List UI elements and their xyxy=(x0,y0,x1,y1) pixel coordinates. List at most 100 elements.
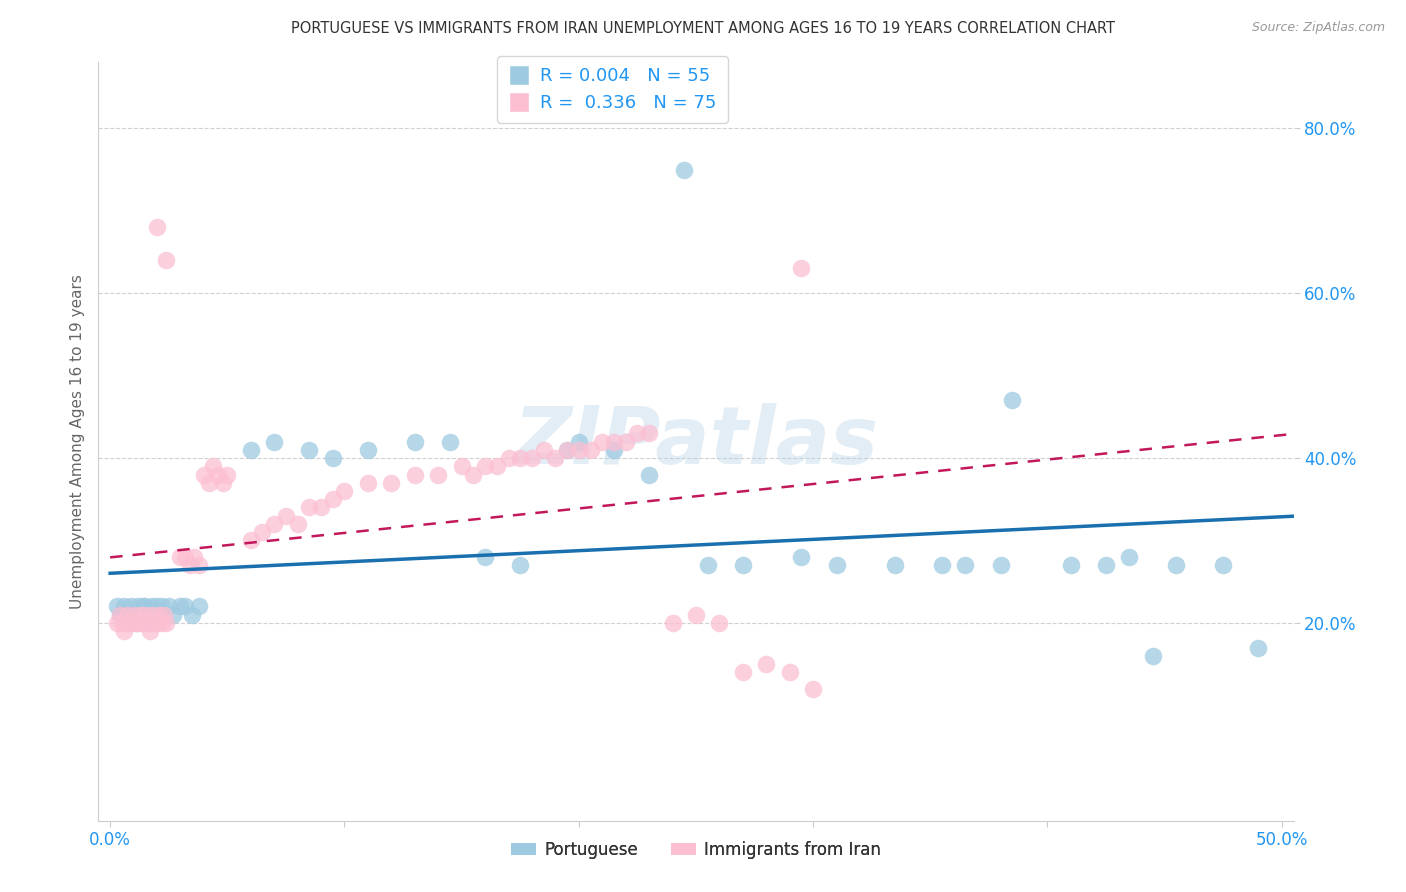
Point xyxy=(169,599,191,614)
Point xyxy=(136,607,159,622)
Point xyxy=(120,599,142,614)
Point xyxy=(638,467,661,482)
Point xyxy=(183,549,205,564)
Point xyxy=(603,442,626,457)
Point xyxy=(474,549,496,564)
Point xyxy=(298,500,321,515)
Point xyxy=(141,599,163,614)
Point xyxy=(120,615,142,630)
Point xyxy=(357,442,380,457)
Point xyxy=(202,459,225,474)
Point xyxy=(188,599,211,614)
Point xyxy=(143,615,166,630)
Point xyxy=(188,558,211,573)
Point xyxy=(427,467,450,482)
Point xyxy=(638,426,661,441)
Point xyxy=(217,467,239,482)
Legend: Portuguese, Immigrants from Iran: Portuguese, Immigrants from Iran xyxy=(503,834,889,865)
Point xyxy=(626,426,648,441)
Text: ZIPatlas: ZIPatlas xyxy=(513,402,879,481)
Point xyxy=(108,607,131,622)
Point xyxy=(174,549,197,564)
Point xyxy=(333,483,356,498)
Point xyxy=(1118,549,1140,564)
Point xyxy=(155,615,177,630)
Point xyxy=(790,261,813,276)
Y-axis label: Unemployment Among Ages 16 to 19 years: Unemployment Among Ages 16 to 19 years xyxy=(69,274,84,609)
Point xyxy=(134,599,156,614)
Point xyxy=(132,615,155,630)
Point xyxy=(207,467,229,482)
Point xyxy=(108,607,131,622)
Point xyxy=(603,434,626,449)
Point xyxy=(263,516,285,531)
Point xyxy=(139,624,162,639)
Point xyxy=(136,615,159,630)
Point xyxy=(146,599,169,614)
Point xyxy=(132,599,155,614)
Text: Source: ZipAtlas.com: Source: ZipAtlas.com xyxy=(1251,21,1385,34)
Point xyxy=(141,607,163,622)
Point xyxy=(118,607,141,622)
Point xyxy=(509,558,531,573)
Point xyxy=(127,615,149,630)
Point xyxy=(696,558,718,573)
Point xyxy=(555,442,578,457)
Point xyxy=(197,475,219,490)
Point xyxy=(150,599,173,614)
Point xyxy=(661,615,683,630)
Point xyxy=(1166,558,1188,573)
Point xyxy=(439,434,461,449)
Point xyxy=(404,434,426,449)
Point xyxy=(118,615,141,630)
Point xyxy=(1001,393,1024,408)
Point xyxy=(498,450,520,465)
Point xyxy=(474,459,496,474)
Point xyxy=(239,533,262,548)
Point xyxy=(122,607,145,622)
Point xyxy=(1212,558,1234,573)
Point xyxy=(685,607,707,622)
Point xyxy=(931,558,953,573)
Point xyxy=(174,599,197,614)
Point xyxy=(125,615,148,630)
Point xyxy=(150,615,173,630)
Point xyxy=(143,607,166,622)
Point xyxy=(169,549,191,564)
Point xyxy=(709,615,731,630)
Point xyxy=(591,434,613,449)
Point xyxy=(122,607,145,622)
Point xyxy=(322,450,344,465)
Point xyxy=(155,253,177,268)
Point xyxy=(673,162,696,177)
Point xyxy=(825,558,848,573)
Point xyxy=(555,442,578,457)
Point xyxy=(380,475,402,490)
Point xyxy=(105,599,128,614)
Point xyxy=(129,607,152,622)
Point xyxy=(404,467,426,482)
Point xyxy=(134,607,156,622)
Point xyxy=(148,607,170,622)
Point xyxy=(801,681,824,696)
Point xyxy=(146,615,169,630)
Point xyxy=(755,657,778,671)
Point xyxy=(239,442,262,457)
Point xyxy=(146,220,169,235)
Point xyxy=(955,558,977,573)
Point xyxy=(111,607,134,622)
Point xyxy=(162,607,184,622)
Point xyxy=(112,599,135,614)
Point xyxy=(181,607,204,622)
Point xyxy=(1247,640,1270,655)
Point xyxy=(568,434,591,449)
Point xyxy=(614,434,637,449)
Point xyxy=(211,475,233,490)
Point xyxy=(731,665,754,680)
Point xyxy=(287,516,309,531)
Point xyxy=(179,558,201,573)
Point xyxy=(298,442,321,457)
Point xyxy=(731,558,754,573)
Point xyxy=(1095,558,1118,573)
Point xyxy=(263,434,285,449)
